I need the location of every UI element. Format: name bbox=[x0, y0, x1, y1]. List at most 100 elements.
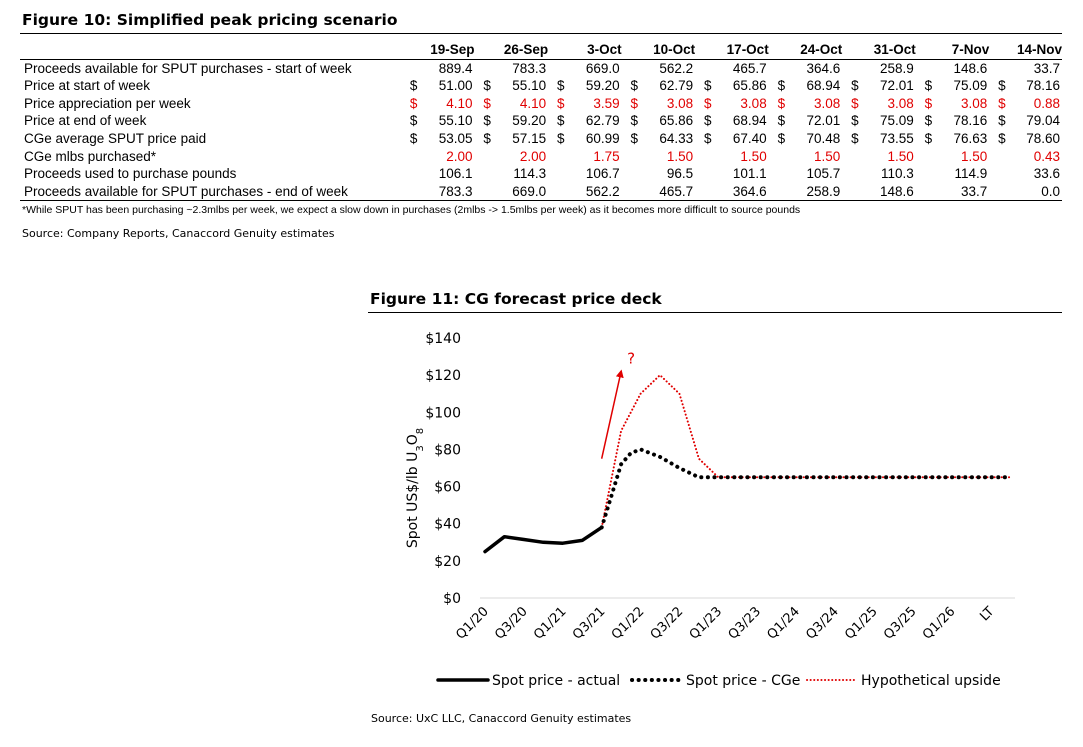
currency-symbol: $ bbox=[704, 95, 712, 111]
table-cell-value: 33.7 bbox=[1033, 60, 1060, 76]
series-layer bbox=[483, 374, 1012, 554]
x-tick-label: Q1/20 bbox=[453, 604, 491, 642]
y-axis-label: Spot US$/lb U3O8 bbox=[405, 428, 426, 548]
currency-symbol: $ bbox=[924, 130, 933, 146]
currency-symbol bbox=[916, 59, 934, 77]
legend-label: Hypothetical upside bbox=[861, 673, 1001, 689]
chart-legend: Spot price - actual Spot price - CGe Hypot… bbox=[436, 673, 1001, 689]
currency-symbol: $ bbox=[483, 113, 491, 129]
table-cell-value: 2.00 bbox=[446, 148, 473, 164]
table-cell-value: 0.88 bbox=[1033, 95, 1060, 111]
table-cell-value: 62.79 bbox=[585, 113, 620, 129]
pricing-scenario-table: 19-Sep 26-Sep 3-Oct 10-Oct 17-Oct 24-Oct… bbox=[20, 41, 1062, 202]
table-cell-value: 106.1 bbox=[438, 166, 473, 182]
currency-symbol bbox=[548, 182, 567, 202]
table-cell-value: 114.9 bbox=[954, 166, 988, 182]
y-tick-label: $80 bbox=[434, 442, 461, 458]
table-row: Proceeds available for SPUT purchases - … bbox=[20, 59, 1062, 77]
table-cell-value: 51.00 bbox=[438, 78, 473, 94]
currency-symbol: $ bbox=[409, 95, 418, 111]
currency-symbol: $ bbox=[704, 113, 712, 129]
table-cell-value: 59.20 bbox=[585, 78, 620, 94]
table-cell-value: 783.3 bbox=[512, 60, 547, 76]
column-header: 3-Oct bbox=[548, 41, 622, 60]
table-row: Proceeds available for SPUT purchases - … bbox=[20, 182, 1062, 202]
row-label: Proceeds used to purchase pounds bbox=[24, 166, 237, 182]
y-tick-label: $0 bbox=[443, 591, 461, 607]
y-tick-label: $60 bbox=[434, 480, 461, 496]
table-cell-value: 258.9 bbox=[879, 60, 914, 76]
table-footnote: *While SPUT has been purchasing ~2.3mlbs… bbox=[22, 204, 801, 216]
table-cell-value: 1.75 bbox=[593, 148, 620, 164]
currency-symbol: $ bbox=[630, 95, 639, 111]
currency-symbol: $ bbox=[998, 130, 1006, 146]
currency-symbol: $ bbox=[851, 78, 859, 94]
table-header-row: 19-Sep 26-Sep 3-Oct 10-Oct 17-Oct 24-Oct… bbox=[20, 41, 1062, 60]
upside-arrow bbox=[600, 369, 624, 459]
column-header: 14-Nov bbox=[989, 41, 1062, 60]
table-cell-value: 364.6 bbox=[713, 182, 769, 202]
x-tick-label: Q1/21 bbox=[531, 604, 569, 642]
table-cell-value: 79.04 bbox=[1026, 113, 1060, 129]
row-label: Price at end of week bbox=[24, 113, 147, 129]
table-cell-value: 55.10 bbox=[438, 113, 473, 129]
row-label: CGe average SPUT price paid bbox=[24, 130, 207, 146]
table-cell-value: 55.10 bbox=[512, 78, 547, 94]
currency-symbol: $ bbox=[998, 95, 1006, 111]
figure11-source: Source: UxC LLC, Canaccord Genuity estim… bbox=[371, 712, 632, 725]
figure10-source: Source: Company Reports, Canaccord Genui… bbox=[22, 227, 335, 240]
row-label: CGe mlbs purchased* bbox=[24, 148, 157, 164]
table-cell-value: 76.63 bbox=[953, 130, 988, 146]
table-cell-value: 3.08 bbox=[961, 95, 988, 111]
currency-symbol: $ bbox=[998, 113, 1006, 129]
x-tick-label: LT bbox=[977, 604, 997, 624]
table-cell-value: 1.50 bbox=[813, 148, 841, 164]
table-cell-value: 0.0 bbox=[1007, 182, 1062, 202]
currency-symbol bbox=[548, 165, 566, 183]
table-cell-value: 1.50 bbox=[961, 148, 988, 164]
y-tick-label: $140 bbox=[425, 331, 461, 347]
currency-symbol bbox=[403, 59, 419, 77]
table-cell-value: 68.94 bbox=[732, 113, 767, 129]
y-tick-label: $100 bbox=[425, 405, 461, 421]
currency-symbol bbox=[695, 59, 713, 77]
table-cell-value: 65.86 bbox=[732, 78, 767, 94]
currency-symbol: $ bbox=[556, 78, 565, 94]
table-cell-value: 3.08 bbox=[813, 95, 841, 111]
currency-symbol bbox=[695, 148, 713, 166]
currency-symbol: $ bbox=[409, 130, 418, 146]
currency-symbol bbox=[403, 165, 419, 183]
table-cell-value: 889.4 bbox=[438, 60, 473, 76]
y-tick-label: $40 bbox=[434, 517, 461, 533]
x-tick-label: Q3/24 bbox=[803, 604, 841, 642]
table-cell-value: 75.09 bbox=[879, 113, 914, 129]
table-cell-value: 364.6 bbox=[806, 60, 841, 76]
currency-symbol bbox=[768, 182, 788, 202]
table-cell-value: 114.3 bbox=[513, 166, 547, 182]
table-cell-value: 73.55 bbox=[879, 130, 914, 146]
currency-symbol bbox=[915, 182, 935, 202]
table-cell-value: 3.08 bbox=[887, 95, 914, 111]
x-tick-label: Q1/24 bbox=[764, 604, 802, 642]
currency-symbol bbox=[475, 148, 493, 166]
figure11-title-rule bbox=[368, 312, 1062, 313]
currency-symbol bbox=[621, 182, 641, 202]
series-line-spot-price-cge bbox=[599, 447, 1012, 530]
table-cell-value: 105.7 bbox=[806, 166, 841, 182]
x-tick-label: Q1/23 bbox=[687, 604, 725, 642]
currency-symbol: $ bbox=[556, 113, 565, 129]
y-tick-label: $20 bbox=[434, 554, 461, 570]
currency-symbol: $ bbox=[998, 78, 1006, 94]
table-cell-value: 669.0 bbox=[585, 60, 620, 76]
y-tick-label: $120 bbox=[425, 368, 461, 384]
x-tick-label: Q1/25 bbox=[842, 604, 880, 642]
currency-symbol bbox=[622, 148, 640, 166]
table-cell-value: 258.9 bbox=[787, 182, 843, 202]
currency-symbol: $ bbox=[556, 95, 565, 111]
currency-symbol: $ bbox=[924, 95, 933, 111]
currency-symbol: $ bbox=[851, 95, 859, 111]
currency-symbol: $ bbox=[483, 78, 491, 94]
table-cell-value: 3.08 bbox=[666, 95, 694, 111]
table-cell-value: 783.3 bbox=[419, 182, 475, 202]
x-tick-label: Q1/26 bbox=[920, 604, 958, 642]
